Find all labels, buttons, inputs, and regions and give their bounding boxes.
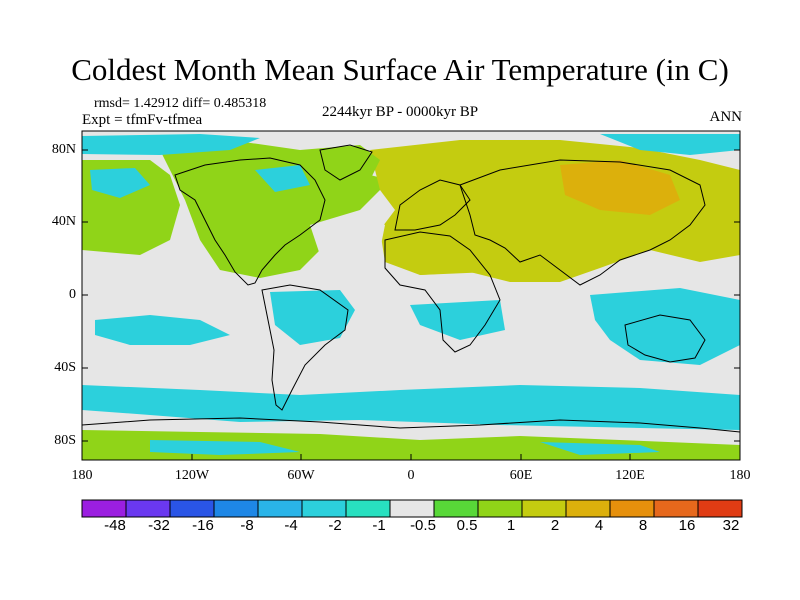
xtick-label-60e: 60E — [509, 468, 533, 483]
colorbar-box — [125, 499, 171, 518]
region-arctic-cyan — [82, 134, 260, 155]
colorbar-label: 2 — [550, 517, 560, 534]
region-pacific-nw-cyan — [90, 168, 150, 198]
colorbar-label: 32 — [722, 517, 740, 534]
xtick-label-120e: 120E — [615, 468, 645, 483]
ytick-label-40n: 40N — [51, 214, 76, 229]
colorbar-label: -8 — [240, 517, 254, 534]
colorbar-box — [389, 499, 435, 518]
ytick-label-80n: 80N — [51, 142, 76, 157]
colorbar-label: -2 — [328, 517, 342, 534]
coastlines — [82, 144, 740, 433]
colorbar-label: -16 — [192, 517, 214, 534]
region-s-america-cyan — [270, 290, 355, 345]
colorbar-label: 8 — [638, 517, 648, 534]
colorbar-box — [653, 499, 699, 518]
colorbar-label: -48 — [104, 517, 126, 534]
colorbar-box — [301, 499, 347, 518]
colorbar-box — [565, 499, 611, 518]
colorbar-label: 16 — [678, 517, 696, 534]
colorbar-label: 1 — [506, 517, 516, 534]
colorbar-box — [609, 499, 655, 518]
ytick-label-80s: 80S — [54, 433, 76, 448]
colorbar-box — [213, 499, 259, 518]
xtick-label-0: 0 — [407, 468, 415, 483]
region-australia-cyan — [590, 288, 740, 365]
coast-antarctica — [82, 417, 740, 433]
coast-greenland — [319, 144, 373, 181]
xtick-label-180e: 180 — [729, 468, 751, 483]
colorbar-box — [257, 499, 303, 518]
xtick-label-180w: 180 — [71, 468, 93, 483]
colorbar-label: -4 — [284, 517, 298, 534]
region-greenland-green — [300, 145, 380, 180]
colorbar-box — [521, 499, 567, 518]
coast-north-america — [174, 157, 326, 286]
colorbar-box — [477, 499, 523, 518]
region-antarctic-east-cyan — [540, 442, 660, 455]
xtick-label-60w: 60W — [287, 468, 315, 483]
coast-asia — [459, 159, 706, 286]
coast-australia — [624, 314, 706, 363]
experiment-label: Expt = tfmFv-tfmea — [82, 112, 203, 128]
colorbar-label: 0.5 — [456, 517, 478, 534]
region-antarctic-cyan — [150, 440, 300, 455]
stats-label: rmsd= 1.42912 diff= 0.485318 — [94, 96, 267, 111]
colorbar-label: -32 — [148, 517, 170, 534]
season-label: ANN — [709, 109, 743, 125]
region-n-atlantic-gray — [310, 210, 385, 262]
region-s-pacific-cyan — [95, 315, 230, 345]
map-title: Coldest Month Mean Surface Air Temperatu… — [71, 52, 729, 87]
region-siberia-amber — [560, 160, 680, 215]
coast-europe — [394, 179, 471, 231]
ytick-label-0: 0 — [69, 287, 76, 302]
coast-south-america — [261, 284, 349, 411]
coast-africa — [384, 231, 501, 353]
colorbar-label: 4 — [594, 517, 604, 534]
region-sahara-olive — [395, 236, 500, 275]
ytick-label-40s: 40S — [54, 360, 76, 375]
colorbar-label: -0.5 — [410, 517, 436, 534]
colorbar-label: -1 — [372, 517, 386, 534]
colorbar-box — [433, 499, 479, 518]
anomaly-fields — [82, 134, 740, 460]
colorbar — [81, 499, 743, 518]
colorbar-box — [81, 499, 127, 518]
region-canada-cyan — [255, 165, 310, 192]
colorbar-box — [169, 499, 215, 518]
period-label: 2244kyr BP - 0000kyr BP — [321, 104, 479, 120]
colorbar-box — [345, 499, 391, 518]
region-arctic-east-cyan — [600, 134, 740, 155]
xtick-label-120w: 120W — [174, 468, 210, 483]
axis-ticks — [81, 149, 741, 460]
colorbar-box — [697, 499, 743, 518]
